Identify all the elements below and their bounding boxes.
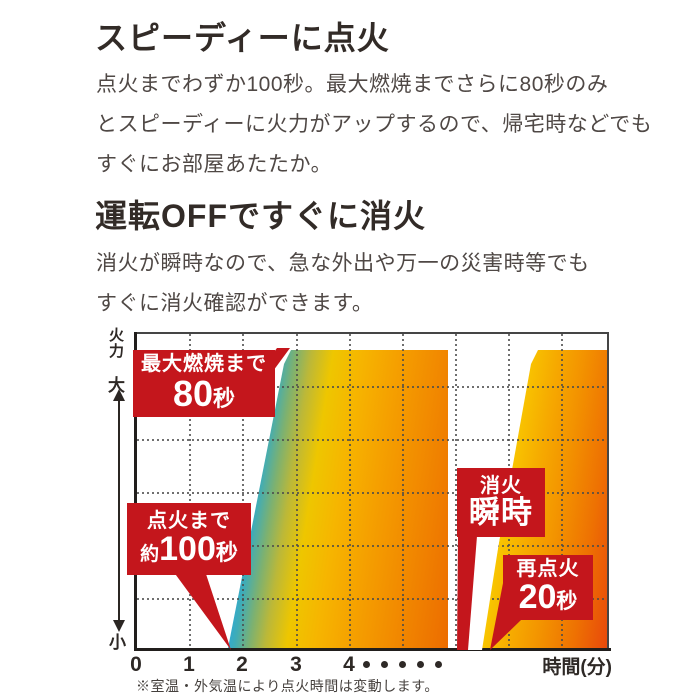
gridline-vertical [561,334,563,648]
badge-max-burn-caption: 最大燃焼まで [141,353,267,376]
ellipsis-dot [435,661,442,668]
ignition-callout-pointer [173,571,231,650]
gridline-vertical [455,334,457,648]
ellipsis-dot [399,661,406,668]
plot-right-border [607,332,609,651]
gridline-vertical [189,334,191,648]
arrow-down-icon [113,620,125,632]
gridline-vertical [242,334,244,648]
badge-ignition-unit: 秒 [215,539,238,565]
badge-reignite-caption: 再点火 [516,558,580,581]
badge-ignition: 点火まで 約100秒 [127,503,251,575]
gridline-horizontal [137,439,607,441]
y-axis-title: 火力 [109,327,125,360]
badge-ignition-prefix: 約 [140,543,160,565]
body-line: 点火までわずか100秒。最大燃焼までさらに80秒のみ [96,73,609,96]
body-line: すぐにお部屋あたたか。 [96,153,333,176]
badge-reignite-value-row: 20秒 [518,578,578,617]
x-tick-3: 3 [290,653,302,676]
chart-footnote: ※室温・外気温により点火時間は変動します。 [136,678,439,694]
badge-ignition-value-row: 約100秒 [140,529,238,568]
badge-max-burn-value-row: 80秒 [173,375,235,413]
ellipsis-dot [363,661,370,668]
body-line: 消火が瞬時なので、急な外出や万一の災害時等でも [96,252,590,275]
gridline-horizontal [137,492,607,494]
badge-reignite: 再点火 20秒 [503,555,593,620]
gridline-vertical [296,334,298,648]
x-axis-line [134,648,611,651]
ellipsis-dot [381,661,388,668]
badge-reignite-unit: 秒 [556,590,578,614]
badge-max-burn-unit: 秒 [213,386,236,412]
arrow-up-icon [113,389,125,401]
y-axis-arrow-shaft [118,399,120,621]
x-axis-title: 時間(分) [542,657,612,678]
badge-extinguish-caption: 消火 [480,474,522,497]
badge-max-burn: 最大燃焼まで 80秒 [133,350,275,417]
gridline-horizontal [137,545,607,547]
body-line: すぐに消火確認ができます。 [96,292,374,315]
y-axis-min-label: 小 [109,633,126,652]
x-tick-0: 0 [130,653,142,676]
heading-speedy-ignition: スピーディーに点火 [95,20,390,56]
badge-ignition-value: 100 [159,529,216,568]
badge-extinguish: 消火 瞬時 [457,468,545,537]
heading-instant-extinguish: 運転OFFですぐに消火 [95,198,426,234]
badge-reignite-value: 20 [518,578,557,617]
x-tick-2: 2 [236,653,248,676]
badge-ignition-caption: 点火まで [147,509,231,532]
gridline-vertical [349,334,351,648]
gridline-vertical [402,334,404,648]
gridline-horizontal [137,598,607,600]
ellipsis-dot [417,661,424,668]
gridline-horizontal [137,386,607,388]
plot-top-border [136,332,609,334]
badge-extinguish-value: 瞬時 [469,494,533,530]
badge-max-burn-value: 80 [172,373,214,415]
y-axis-line [134,332,137,651]
body-line: とスピーディーに火力がアップするので、帰宅時などでも [96,113,653,136]
x-tick-4: 4 [343,653,355,676]
x-tick-1: 1 [183,653,195,676]
